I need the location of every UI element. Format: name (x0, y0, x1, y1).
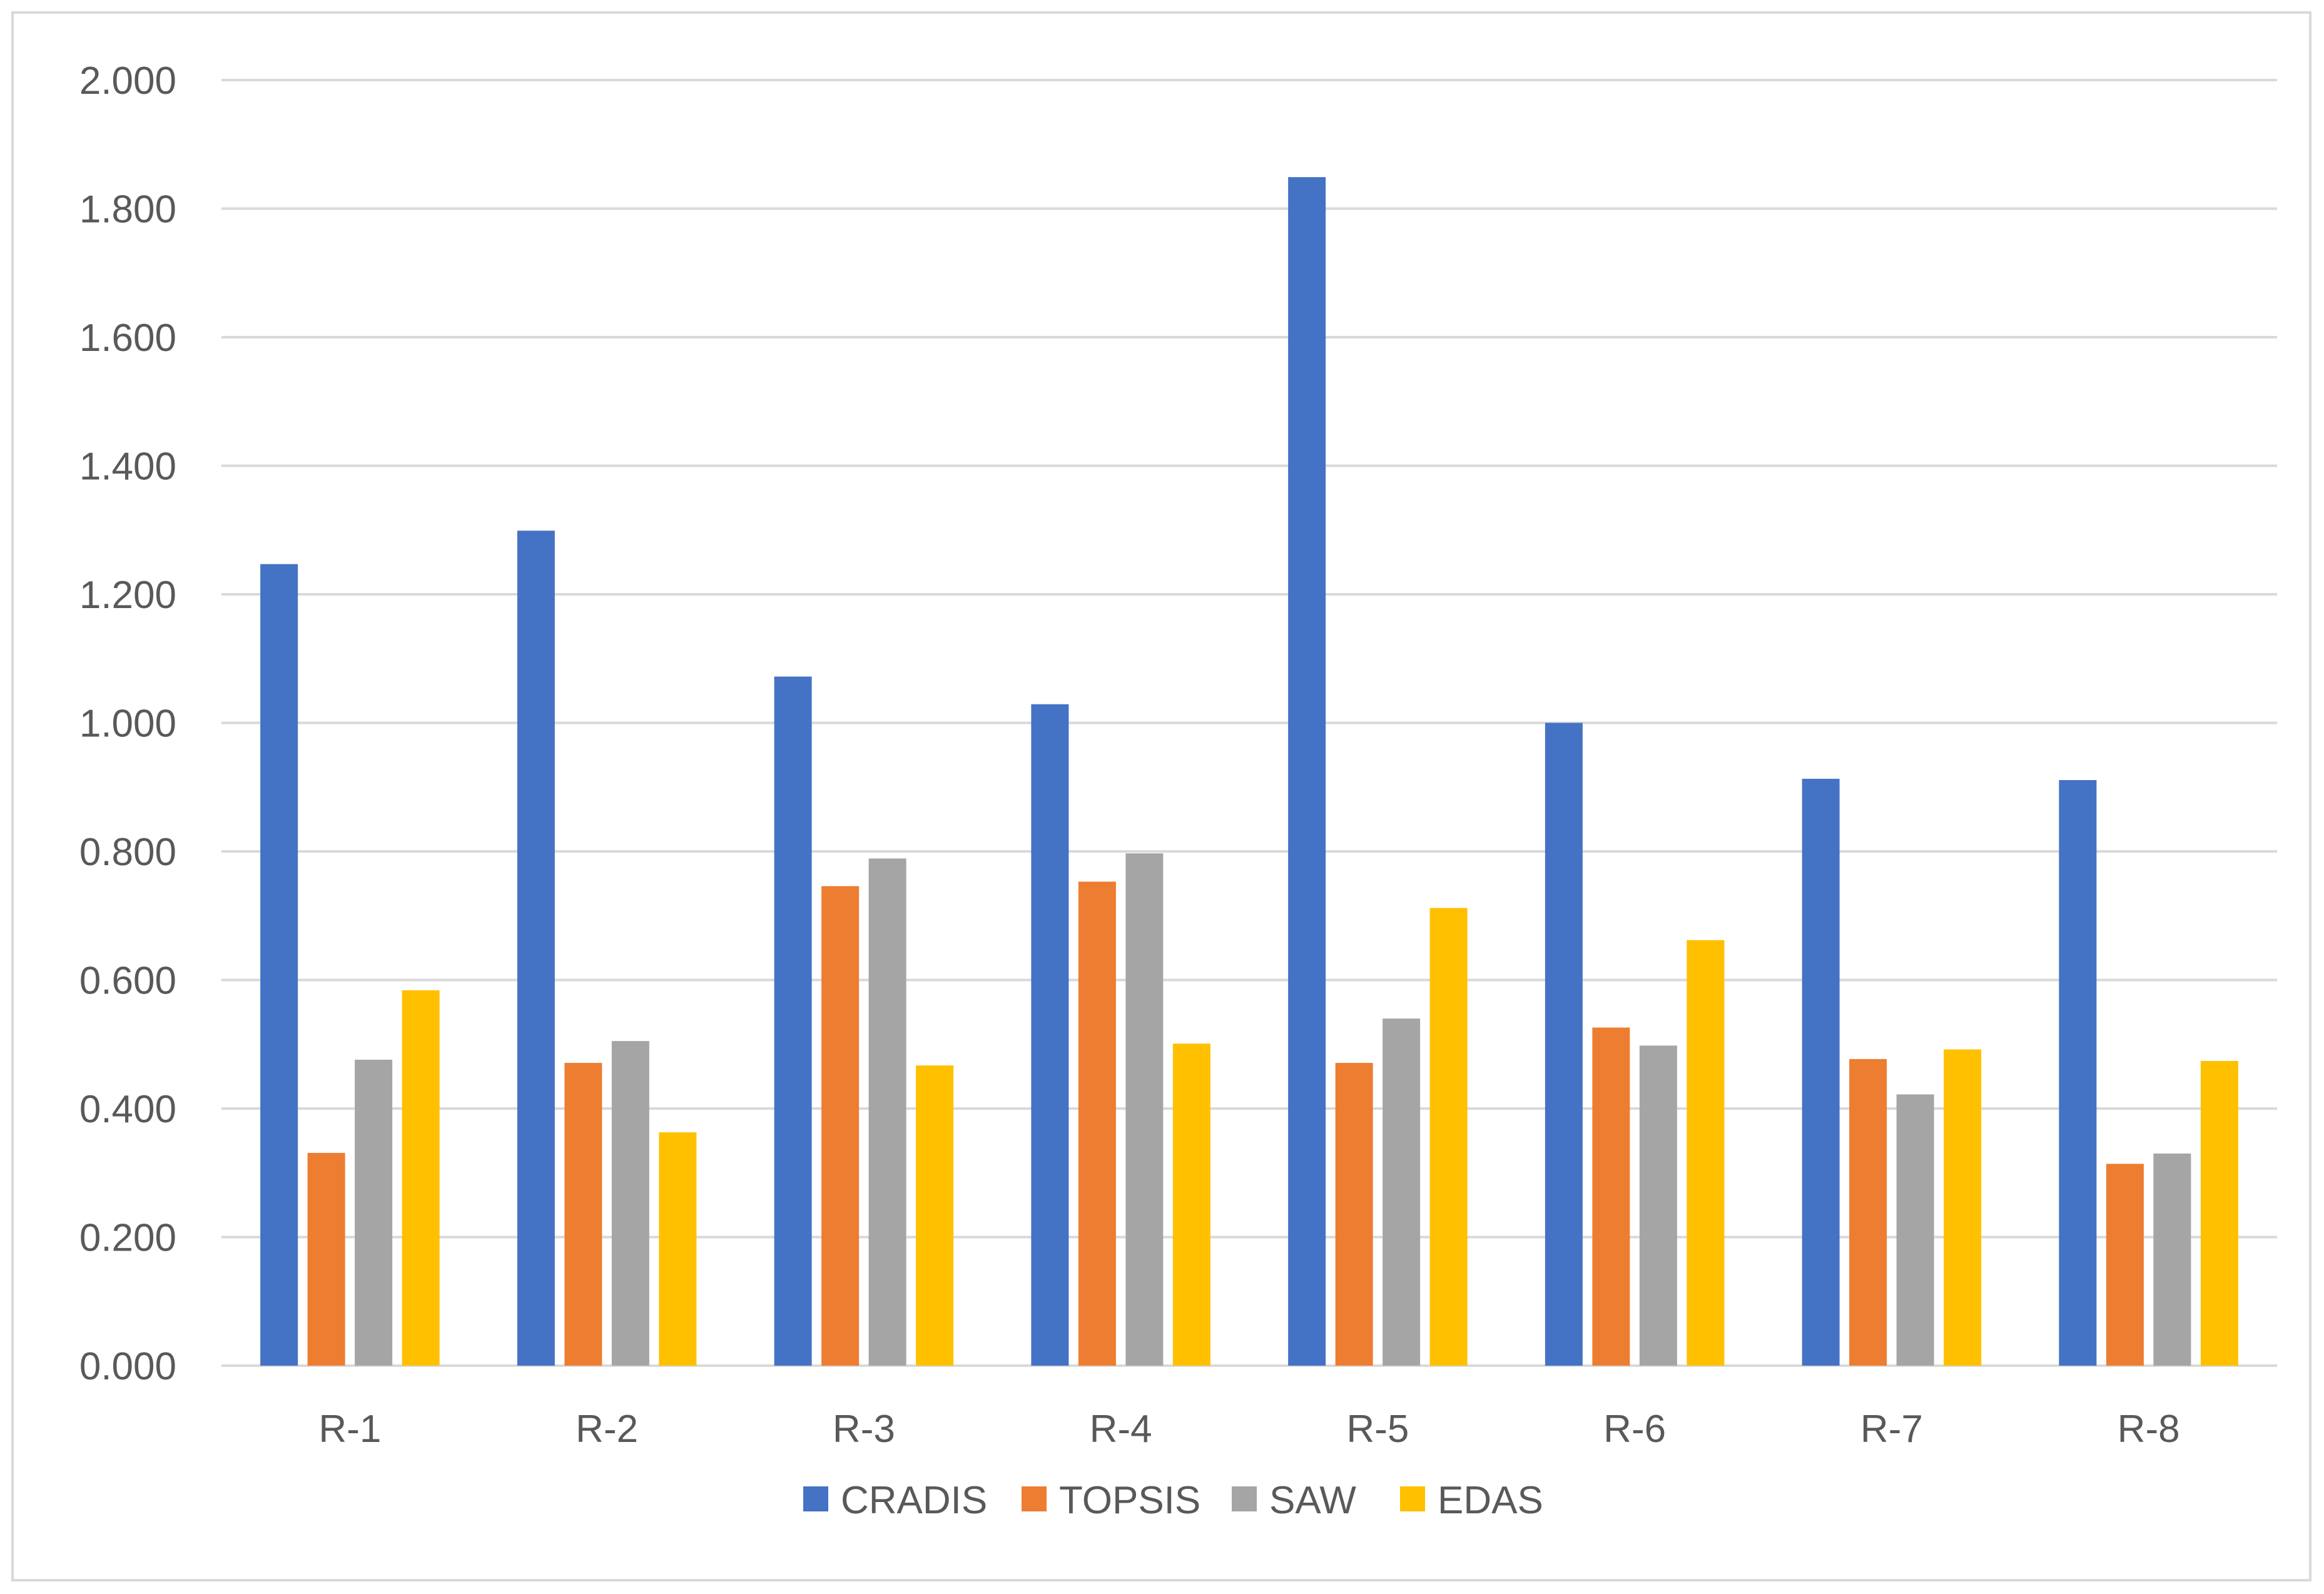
y-tick-label: 0.000 (79, 1345, 176, 1388)
x-category-label: R-8 (2118, 1408, 2180, 1451)
x-category-label: R-7 (1860, 1408, 1923, 1451)
bar-topsis-r-6 (1592, 1027, 1630, 1366)
bar-edas-r-3 (916, 1065, 954, 1366)
bar-topsis-r-7 (1849, 1058, 1887, 1366)
y-tick-label: 1.200 (79, 574, 176, 617)
bar-saw-r-2 (611, 1041, 649, 1366)
y-tick-label: 0.600 (79, 960, 176, 1003)
bar-topsis-r-1 (307, 1152, 345, 1366)
bar-topsis-r-3 (821, 886, 860, 1366)
legend-label-saw: SAW (1269, 1479, 1356, 1522)
y-tick-label: 1.400 (79, 445, 176, 489)
bar-topsis-r-4 (1078, 881, 1116, 1366)
x-axis-category-labels: R-1 R-2 R-3 R-4 R-5 R-6 R-7 R-8 (318, 1408, 2179, 1451)
bar-edas-r-7 (1944, 1049, 1982, 1366)
bar-cradis-r-7 (1802, 778, 1840, 1366)
bar-cradis-r-3 (774, 676, 812, 1366)
bar-cradis-r-1 (260, 564, 298, 1366)
bar-topsis-r-8 (2106, 1164, 2144, 1366)
bar-edas-r-4 (1172, 1043, 1210, 1366)
bar-saw-r-4 (1125, 853, 1164, 1366)
y-tick-label: 0.400 (79, 1088, 176, 1131)
bar-topsis-r-5 (1335, 1063, 1373, 1366)
bar-edas-r-8 (2200, 1060, 2238, 1366)
x-category-label: R-3 (833, 1408, 895, 1451)
x-category-label: R-1 (318, 1408, 381, 1451)
bar-edas-r-5 (1429, 908, 1468, 1366)
x-category-label: R-4 (1090, 1408, 1152, 1451)
legend-swatch-edas (1400, 1486, 1425, 1511)
y-axis-tick-labels: 0.000 0.200 0.400 0.600 0.800 1.000 1.200 1.400… (79, 59, 176, 1388)
legend-label-cradis: CRADIS (841, 1479, 987, 1522)
bar-edas-r-6 (1687, 940, 1725, 1366)
y-tick-label: 0.800 (79, 831, 176, 874)
y-tick-label: 2.000 (79, 59, 176, 103)
bar-cradis-r-8 (2059, 779, 2097, 1366)
y-tick-label: 1.600 (79, 317, 176, 360)
bar-topsis-r-2 (564, 1063, 602, 1366)
x-category-label: R-5 (1346, 1408, 1409, 1451)
legend-swatch-saw (1232, 1486, 1257, 1511)
bars (260, 177, 2238, 1366)
bar-cradis-r-6 (1545, 723, 1583, 1366)
x-category-label: R-2 (576, 1408, 638, 1451)
y-tick-label: 0.200 (79, 1217, 176, 1260)
legend-swatch-cradis (803, 1486, 828, 1511)
legend-label-topsis: TOPSIS (1059, 1479, 1200, 1522)
bar-saw-r-6 (1639, 1045, 1677, 1366)
bar-saw-r-8 (2153, 1153, 2191, 1366)
y-tick-label: 1.000 (79, 703, 176, 746)
legend-label-edas: EDAS (1438, 1479, 1543, 1522)
bar-cradis-r-2 (517, 530, 555, 1366)
gridlines (221, 79, 2277, 1367)
x-category-label: R-6 (1603, 1408, 1666, 1451)
bar-saw-r-7 (1896, 1094, 1934, 1366)
legend: CRADIS TOPSIS SAW EDAS (803, 1479, 1543, 1522)
legend-swatch-topsis (1022, 1486, 1047, 1511)
bar-saw-r-3 (868, 858, 906, 1366)
bar-saw-r-1 (355, 1059, 393, 1366)
bar-edas-r-2 (659, 1132, 697, 1366)
bar-edas-r-1 (402, 990, 440, 1366)
bar-cradis-r-5 (1288, 177, 1326, 1366)
bar-saw-r-5 (1383, 1018, 1421, 1366)
bar-cradis-r-4 (1031, 704, 1069, 1366)
y-tick-label: 1.800 (79, 188, 176, 231)
